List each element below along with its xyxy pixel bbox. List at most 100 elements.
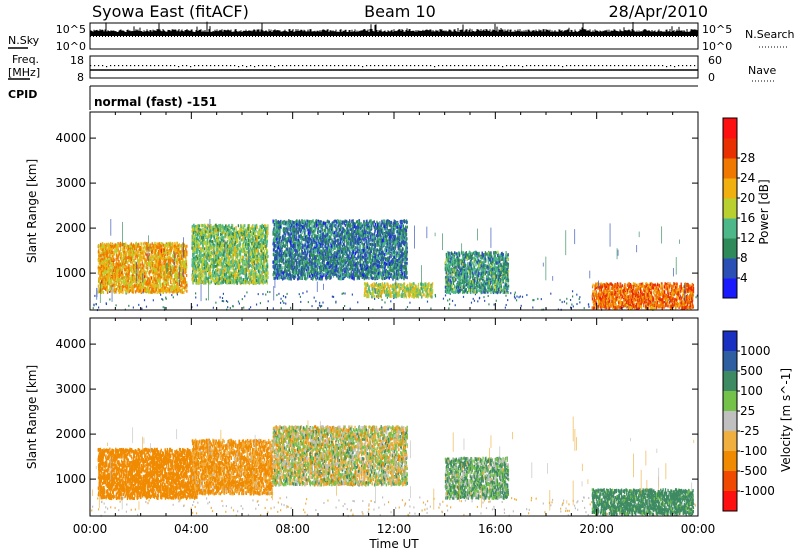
range-cell [384, 301, 385, 303]
nsearch-sample [225, 36, 226, 37]
nave-sample [658, 65, 659, 66]
nsearch-sample [162, 36, 163, 37]
range-cell [308, 301, 309, 303]
freq-tick-top: 18 [70, 54, 84, 67]
nave-sample [506, 65, 507, 66]
nsearch-sample [297, 36, 298, 37]
range-cell [505, 295, 506, 297]
range-cell [533, 299, 534, 301]
nave-sample [558, 65, 559, 66]
nave-sample [134, 65, 135, 66]
nsky-trace [90, 22, 697, 36]
nsearch-sample [669, 36, 670, 37]
nave-sample [126, 65, 127, 66]
range-cell [238, 301, 239, 303]
range-cell [280, 298, 281, 300]
range-cell [541, 298, 542, 300]
nsearch-trace [90, 36, 697, 37]
nave-sample [554, 65, 555, 66]
nsearch-sample [270, 36, 271, 37]
nsearch-sample [423, 36, 424, 37]
nsearch-sample [567, 36, 568, 37]
range-cell [144, 299, 145, 301]
range-cell [584, 307, 585, 309]
nave-sample [142, 65, 143, 66]
nsearch-sample [690, 36, 691, 37]
nave-sample [446, 65, 447, 66]
range-cell [285, 303, 286, 305]
nave-sample [254, 66, 255, 67]
nsearch-sample [555, 36, 556, 37]
nsearch-sample [696, 36, 697, 37]
nsearch-sample [453, 36, 454, 37]
nave-sample [198, 65, 199, 66]
beam-label: Beam 10 [364, 2, 436, 21]
nsearch-sample [642, 36, 643, 37]
nave-sample [222, 65, 223, 66]
range-cell [445, 294, 446, 296]
nsky-tick-top: 10^5 [56, 23, 86, 36]
range-cell [250, 306, 251, 308]
nave-sample [618, 65, 619, 66]
nsearch-sample [477, 36, 478, 37]
nsearch-sample [102, 36, 103, 37]
range-cell [319, 304, 320, 306]
nave-sample [122, 65, 123, 66]
nave-sample [470, 65, 471, 66]
nsearch-sample [609, 36, 610, 37]
range-cell [276, 294, 277, 296]
nsearch-sample [318, 36, 319, 37]
range-cell [163, 244, 164, 247]
nsky-tick-bottom: 10^0 [56, 40, 86, 53]
nsearch-sample [252, 36, 253, 37]
nsearch-sample [357, 36, 358, 37]
nave-sample [654, 65, 655, 66]
nsearch-sample [231, 36, 232, 37]
nsearch-sample [579, 36, 580, 37]
nsearch-sample [564, 36, 565, 37]
nave-sample [586, 65, 587, 66]
nsearch-sample [189, 36, 190, 37]
nave-sample [158, 65, 159, 66]
nsearch-sample [573, 36, 574, 37]
nsearch-sample [369, 36, 370, 37]
range-cell [447, 300, 448, 302]
range-cell [260, 302, 261, 304]
range-cell [242, 298, 243, 300]
range-cell [96, 303, 97, 305]
nave-sample [486, 65, 487, 66]
nsearch-sample [618, 36, 619, 37]
nsearch-sample [402, 36, 403, 37]
nsearch-sample [246, 36, 247, 37]
nave-sample [402, 65, 403, 66]
nsearch-sample [612, 36, 613, 37]
range-cell [452, 300, 453, 302]
nsearch-sample [492, 36, 493, 37]
nave-sample [302, 65, 303, 66]
nsearch-sample [363, 36, 364, 37]
range-cell [522, 296, 523, 298]
range-cell [94, 295, 95, 297]
nave-sample [566, 65, 567, 66]
nave-sample [442, 65, 443, 66]
nsearch-sample [438, 36, 439, 37]
nsearch-sample [531, 36, 532, 37]
range-cell [430, 307, 431, 309]
nsearch-sample [141, 36, 142, 37]
nave-sample [150, 65, 151, 66]
range-cell [579, 298, 580, 300]
nsearch-sample [129, 36, 130, 37]
nsearch-sample [273, 36, 274, 37]
nave-sample [434, 66, 435, 67]
nsearch-sample [324, 36, 325, 37]
nave-sample [190, 66, 191, 67]
range-cell [239, 303, 240, 305]
nsearch-sample [222, 36, 223, 37]
nsearch-sample [108, 36, 109, 37]
range-cell [143, 242, 144, 245]
range-cell [571, 304, 572, 306]
range-cell [449, 298, 450, 300]
range-cell [103, 291, 104, 294]
range-cell [564, 301, 565, 303]
nave-sample [582, 65, 583, 66]
